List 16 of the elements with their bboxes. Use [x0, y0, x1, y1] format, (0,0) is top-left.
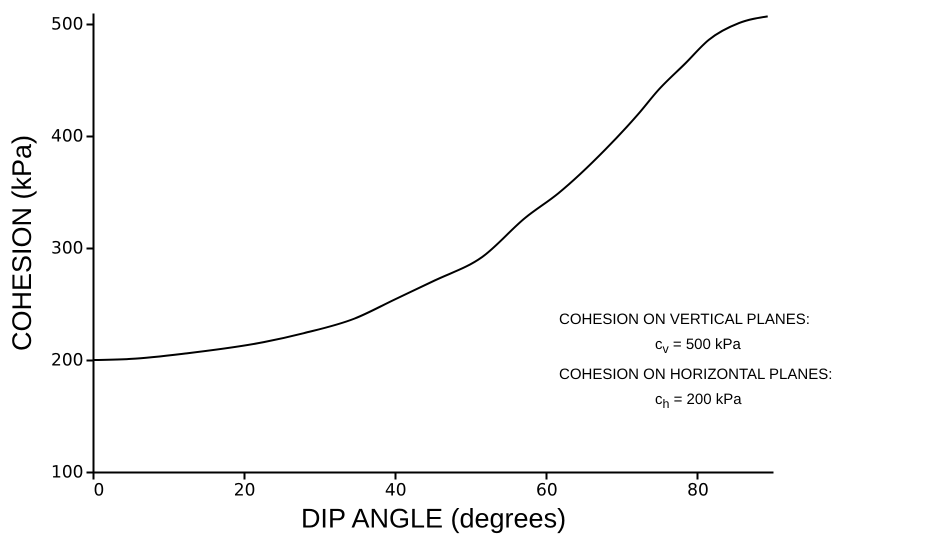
x-tick-label: 60: [536, 480, 558, 500]
y-tick-label: 500: [51, 14, 84, 35]
x-tick-label: 40: [384, 480, 407, 500]
y-axis-title: COHESION (kPa): [7, 134, 38, 352]
y-tick-label: 200: [51, 350, 84, 371]
annotation: c$_{v}$ = 500 kPa: [654, 335, 742, 358]
x-tick-label: 20: [234, 480, 256, 500]
x-tick-label: 0: [94, 480, 104, 500]
y-tick-label: 400: [51, 126, 84, 147]
annotation: COHESION ON HORIZONTAL PLANES:: [559, 365, 832, 385]
annotation: c$_{h}$ = 200 kPa: [654, 390, 743, 413]
y-tick-label: 300: [51, 238, 84, 259]
x-axis-title: DIP ANGLE (degrees): [300, 504, 566, 534]
y-tick-label: 100: [51, 462, 84, 482]
annotation: COHESION ON VERTICAL PLANES:: [559, 310, 811, 330]
x-tick-label: 80: [687, 480, 709, 500]
